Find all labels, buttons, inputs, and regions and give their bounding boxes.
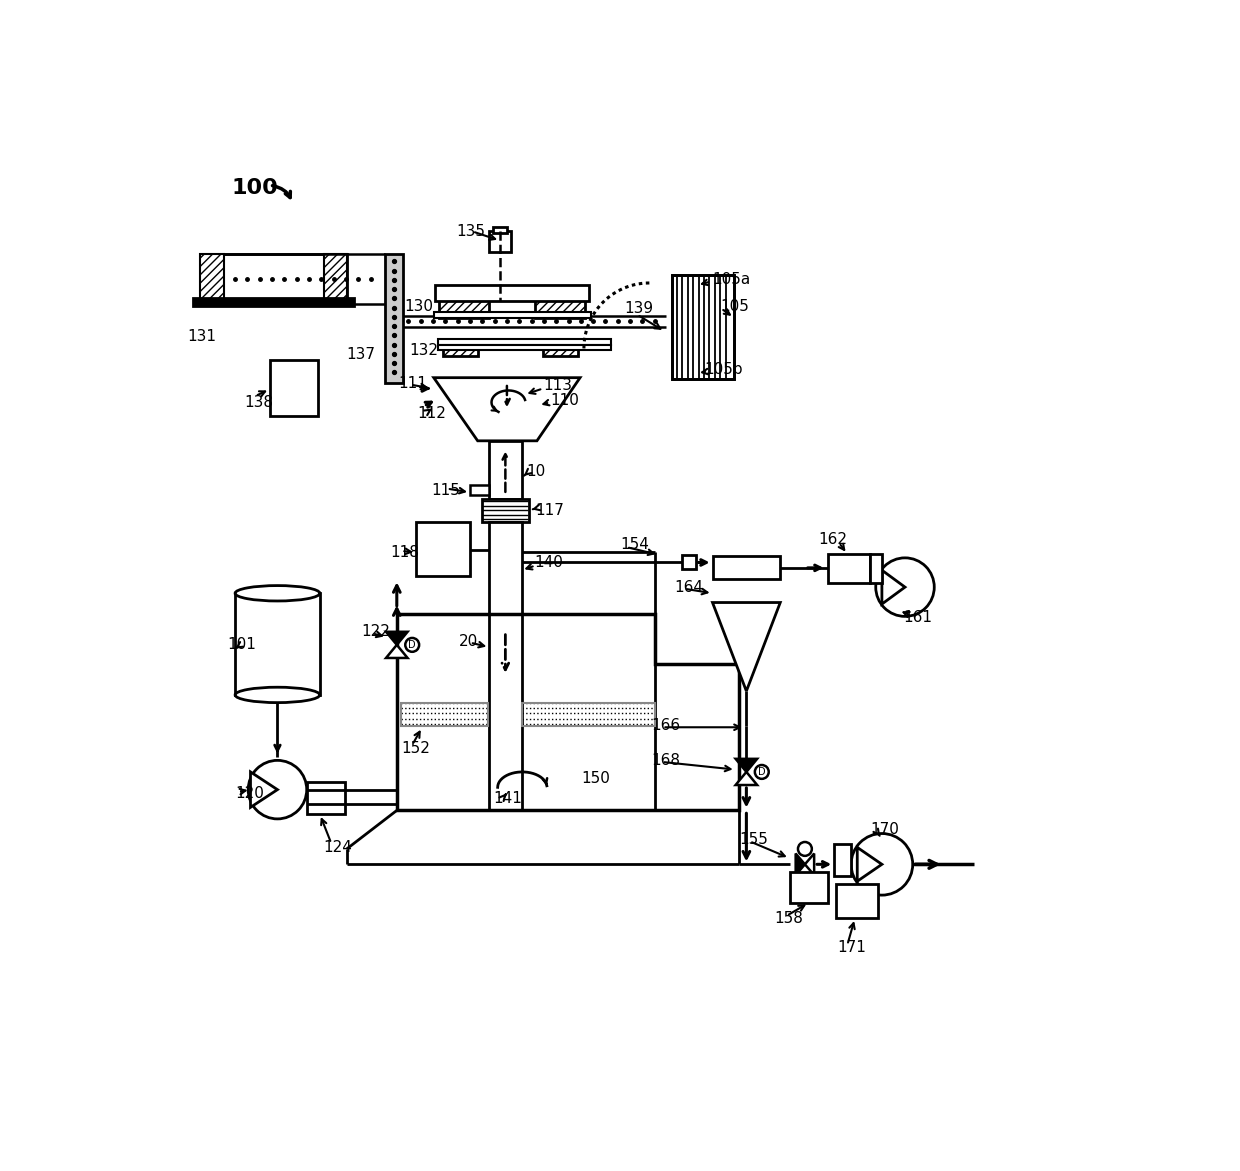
Polygon shape: [386, 632, 408, 645]
Polygon shape: [882, 570, 905, 604]
Text: 110: 110: [551, 393, 579, 409]
Text: 112: 112: [417, 406, 445, 422]
Bar: [713, 556, 780, 580]
Text: D: D: [408, 639, 415, 650]
Text: 158: 158: [774, 911, 804, 926]
Polygon shape: [386, 645, 408, 658]
Circle shape: [875, 557, 934, 616]
Bar: [490, 231, 511, 252]
Text: 139: 139: [624, 301, 653, 316]
Bar: [401, 703, 487, 726]
Circle shape: [851, 834, 913, 895]
Polygon shape: [857, 848, 882, 882]
Ellipse shape: [236, 586, 320, 601]
Text: 111: 111: [398, 376, 428, 391]
Text: 154: 154: [620, 537, 649, 553]
Text: 130: 130: [404, 299, 434, 314]
Bar: [470, 486, 490, 494]
Bar: [417, 521, 470, 576]
Bar: [434, 313, 590, 317]
Bar: [201, 254, 347, 302]
Polygon shape: [805, 854, 815, 875]
Text: 115: 115: [432, 484, 460, 499]
Bar: [672, 275, 734, 379]
Text: 170: 170: [870, 822, 899, 837]
Polygon shape: [713, 603, 780, 691]
Bar: [490, 440, 522, 499]
Bar: [836, 884, 878, 918]
Polygon shape: [735, 772, 758, 785]
Bar: [439, 299, 490, 317]
Bar: [870, 554, 882, 583]
Bar: [324, 254, 347, 302]
Bar: [438, 344, 611, 350]
Bar: [236, 594, 320, 694]
Text: 155: 155: [739, 833, 769, 847]
Text: 113: 113: [543, 378, 572, 393]
Polygon shape: [250, 772, 278, 807]
Text: 150: 150: [582, 771, 610, 786]
Bar: [386, 254, 403, 383]
Text: 100: 100: [231, 178, 278, 198]
Bar: [201, 254, 223, 302]
Bar: [490, 521, 522, 614]
Text: 117: 117: [536, 502, 564, 518]
Bar: [435, 286, 589, 301]
Text: 141: 141: [494, 792, 522, 807]
Text: 171: 171: [837, 940, 866, 956]
Text: 122: 122: [361, 624, 391, 639]
Polygon shape: [796, 854, 805, 875]
Text: 140: 140: [534, 555, 563, 570]
Text: 10: 10: [526, 464, 546, 479]
Bar: [828, 554, 870, 583]
Ellipse shape: [236, 687, 320, 703]
Polygon shape: [735, 759, 758, 772]
Bar: [438, 340, 611, 344]
Text: 161: 161: [904, 610, 932, 625]
Text: 152: 152: [402, 741, 430, 756]
Bar: [306, 782, 345, 814]
Bar: [543, 342, 578, 356]
Text: 105: 105: [720, 299, 749, 314]
Text: 162: 162: [818, 532, 848, 547]
Text: 124: 124: [324, 840, 352, 855]
Circle shape: [755, 765, 769, 779]
Polygon shape: [397, 614, 739, 810]
Bar: [192, 299, 355, 306]
Bar: [481, 499, 529, 521]
Text: 105b: 105b: [704, 363, 744, 377]
Bar: [790, 872, 828, 903]
Circle shape: [248, 760, 306, 819]
Bar: [682, 555, 696, 569]
Text: 120: 120: [236, 786, 264, 801]
Circle shape: [405, 638, 419, 652]
Bar: [494, 227, 507, 233]
Text: 166: 166: [651, 718, 680, 733]
Text: 135: 135: [456, 224, 485, 239]
Text: 168: 168: [651, 753, 680, 768]
Circle shape: [799, 842, 812, 856]
Text: 105a: 105a: [713, 272, 750, 287]
Text: 137: 137: [347, 347, 376, 362]
Bar: [522, 703, 655, 726]
Bar: [672, 275, 734, 379]
Text: 131: 131: [187, 329, 216, 344]
Text: 20: 20: [459, 634, 477, 649]
Bar: [270, 359, 319, 416]
Text: 118: 118: [391, 545, 419, 560]
Text: 138: 138: [244, 395, 273, 410]
Text: 132: 132: [409, 343, 438, 358]
Bar: [536, 299, 585, 317]
Text: 164: 164: [675, 580, 703, 595]
Text: D: D: [758, 767, 765, 776]
Text: 101: 101: [227, 637, 257, 652]
Polygon shape: [434, 378, 580, 440]
Bar: [443, 342, 477, 356]
Bar: [835, 843, 851, 876]
